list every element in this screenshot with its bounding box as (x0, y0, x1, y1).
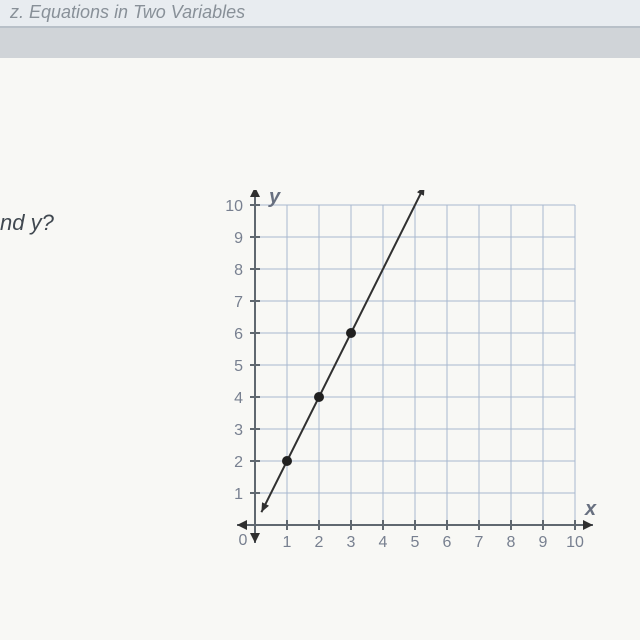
svg-text:5: 5 (411, 534, 420, 551)
svg-text:7: 7 (234, 294, 243, 311)
svg-text:8: 8 (507, 534, 516, 551)
svg-text:6: 6 (234, 326, 243, 343)
svg-text:9: 9 (234, 230, 243, 247)
svg-text:10: 10 (566, 534, 584, 551)
svg-text:1: 1 (234, 486, 243, 503)
svg-text:5: 5 (234, 358, 243, 375)
svg-text:1: 1 (283, 534, 292, 551)
svg-text:7: 7 (475, 534, 484, 551)
svg-text:2: 2 (234, 454, 243, 471)
svg-text:3: 3 (234, 422, 243, 439)
svg-text:9: 9 (539, 534, 548, 551)
svg-text:6: 6 (443, 534, 452, 551)
header-bar: z. Equations in Two Variables (0, 0, 640, 28)
svg-text:y: y (268, 190, 281, 208)
chart-svg: 1 2 3 4 5 6 7 8 9 10 1 2 3 4 5 6 7 8 9 10 0 y x (200, 190, 610, 570)
svg-text:2: 2 (315, 534, 324, 551)
svg-text:8: 8 (234, 262, 243, 279)
svg-text:4: 4 (379, 534, 388, 551)
svg-text:3: 3 (347, 534, 356, 551)
svg-text:4: 4 (234, 390, 243, 407)
svg-text:x: x (584, 498, 597, 520)
question-fragment: nd y? (0, 210, 54, 236)
header-text: z. Equations in Two Variables (10, 2, 245, 23)
svg-text:0: 0 (239, 532, 248, 549)
coordinate-graph: 1 2 3 4 5 6 7 8 9 10 1 2 3 4 5 6 7 8 9 10 0 y x (200, 190, 610, 570)
svg-text:10: 10 (225, 198, 243, 215)
